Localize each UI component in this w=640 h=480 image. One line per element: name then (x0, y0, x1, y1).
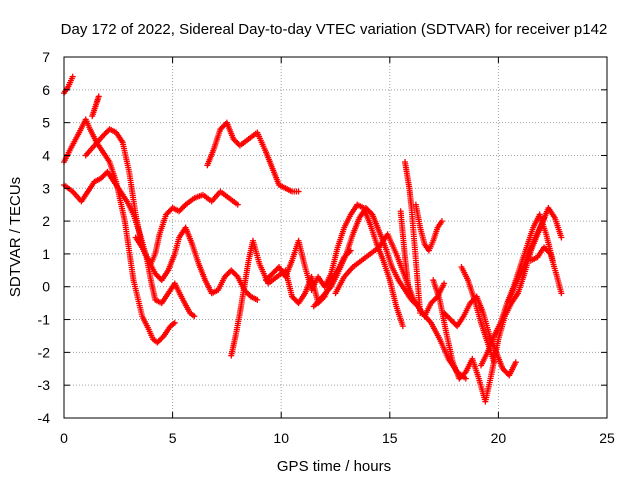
series-s1 (61, 73, 76, 97)
data-point (491, 359, 498, 366)
x-tick-label: 20 (491, 430, 507, 446)
data-point (461, 370, 468, 377)
data-point (69, 73, 76, 80)
data-point (295, 188, 302, 195)
data-markers (61, 73, 565, 405)
y-tick-label: 6 (42, 82, 50, 98)
data-point (399, 323, 406, 330)
series-s14 (412, 201, 445, 254)
y-axis-ticks: -4 -3 -2 -1 0 1 2 3 4 5 6 7 (38, 49, 607, 426)
x-tick-label: 0 (60, 430, 68, 446)
x-axis-label: GPS time / hours (277, 458, 391, 475)
y-tick-label: -2 (38, 344, 51, 360)
series-s5 (82, 126, 241, 267)
data-point (234, 201, 241, 208)
x-tick-label: 15 (382, 430, 398, 446)
data-point (546, 249, 553, 256)
data-point (191, 313, 198, 320)
series-s12 (402, 159, 424, 316)
y-tick-label: 0 (42, 279, 50, 295)
y-tick-label: 1 (42, 246, 50, 262)
data-point (417, 309, 424, 316)
series-s10 (310, 204, 448, 320)
data-point (462, 375, 469, 382)
y-tick-label: -3 (38, 377, 51, 393)
data-point (406, 293, 413, 300)
plot-frame (63, 56, 608, 419)
data-point (512, 359, 519, 366)
data-point (254, 296, 261, 303)
data-point (181, 202, 188, 209)
series-s9 (262, 201, 406, 330)
series-s13 (397, 208, 413, 300)
data-point (233, 272, 240, 279)
x-tick-label: 25 (599, 430, 615, 446)
data-point (95, 93, 102, 100)
y-tick-label: 4 (42, 147, 50, 163)
y-tick-label: -1 (38, 312, 51, 328)
data-point (171, 319, 178, 326)
grid-lines (64, 57, 607, 418)
series-s20 (458, 264, 498, 366)
y-tick-label: 7 (42, 49, 50, 65)
y-tick-label: 2 (42, 213, 50, 229)
data-point (441, 280, 448, 287)
series-s3 (89, 93, 102, 120)
y-tick-label: 5 (42, 115, 50, 131)
series-s7 (204, 119, 302, 195)
y-tick-label: -4 (38, 410, 51, 426)
series-s19 (527, 244, 565, 297)
y-tick-label: 3 (42, 180, 50, 196)
data-point (438, 218, 445, 225)
data-point (558, 234, 565, 241)
x-axis-ticks: 0 5 10 15 20 25 (60, 57, 615, 446)
series-s6 (132, 224, 261, 303)
data-point (368, 210, 375, 217)
x-tick-label: 10 (273, 430, 289, 446)
chart-title: Day 172 of 2022, Sidereal Day-to-day VTE… (61, 21, 608, 38)
y-axis-label: SDTVAR / TECUs (7, 177, 24, 297)
data-point (558, 290, 565, 297)
series-s18 (506, 204, 565, 303)
x-tick-label: 5 (169, 430, 177, 446)
